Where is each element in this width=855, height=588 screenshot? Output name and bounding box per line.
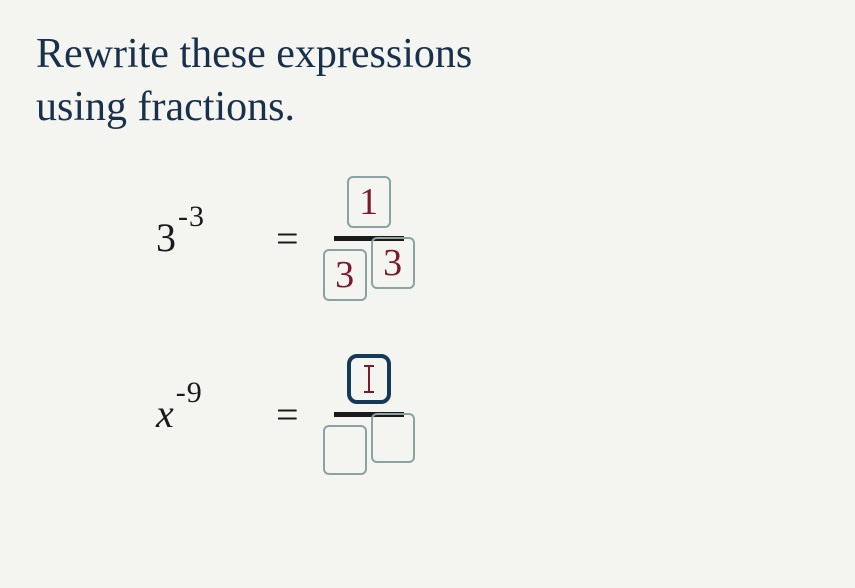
equals-sign: = xyxy=(276,215,299,262)
denominator-exp-input[interactable] xyxy=(371,413,415,463)
denominator-base-input[interactable]: 3 xyxy=(323,249,367,301)
instruction-text: Rewrite these expressions using fraction… xyxy=(36,28,819,133)
denominator: 3 3 xyxy=(323,249,415,301)
fraction xyxy=(323,354,415,475)
instruction-line1: Rewrite these expressions xyxy=(36,31,472,77)
base: x xyxy=(156,394,174,434)
instruction-line2: using fractions. xyxy=(36,84,295,130)
problem-2: x -9 = [1] xyxy=(156,349,819,479)
lhs-expression: 3 -3 xyxy=(156,218,252,258)
base: 3 xyxy=(156,218,176,258)
equals-sign: = xyxy=(276,391,299,438)
lhs-expression: x -9 xyxy=(156,394,252,434)
fraction: 1 3 3 xyxy=(323,176,415,301)
exponent: -3 xyxy=(178,200,205,234)
problem-1: 3 -3 = 1 3 3 [1] xyxy=(156,173,819,303)
denominator xyxy=(323,425,415,475)
exponent: -9 xyxy=(176,376,203,410)
numerator-input[interactable] xyxy=(347,354,391,404)
numerator-input[interactable]: 1 xyxy=(347,176,391,228)
denominator-base-input[interactable] xyxy=(323,425,367,475)
denominator-exp-input[interactable]: 3 xyxy=(371,237,415,289)
text-cursor-icon xyxy=(368,365,370,393)
worksheet-page: Rewrite these expressions using fraction… xyxy=(0,0,855,553)
